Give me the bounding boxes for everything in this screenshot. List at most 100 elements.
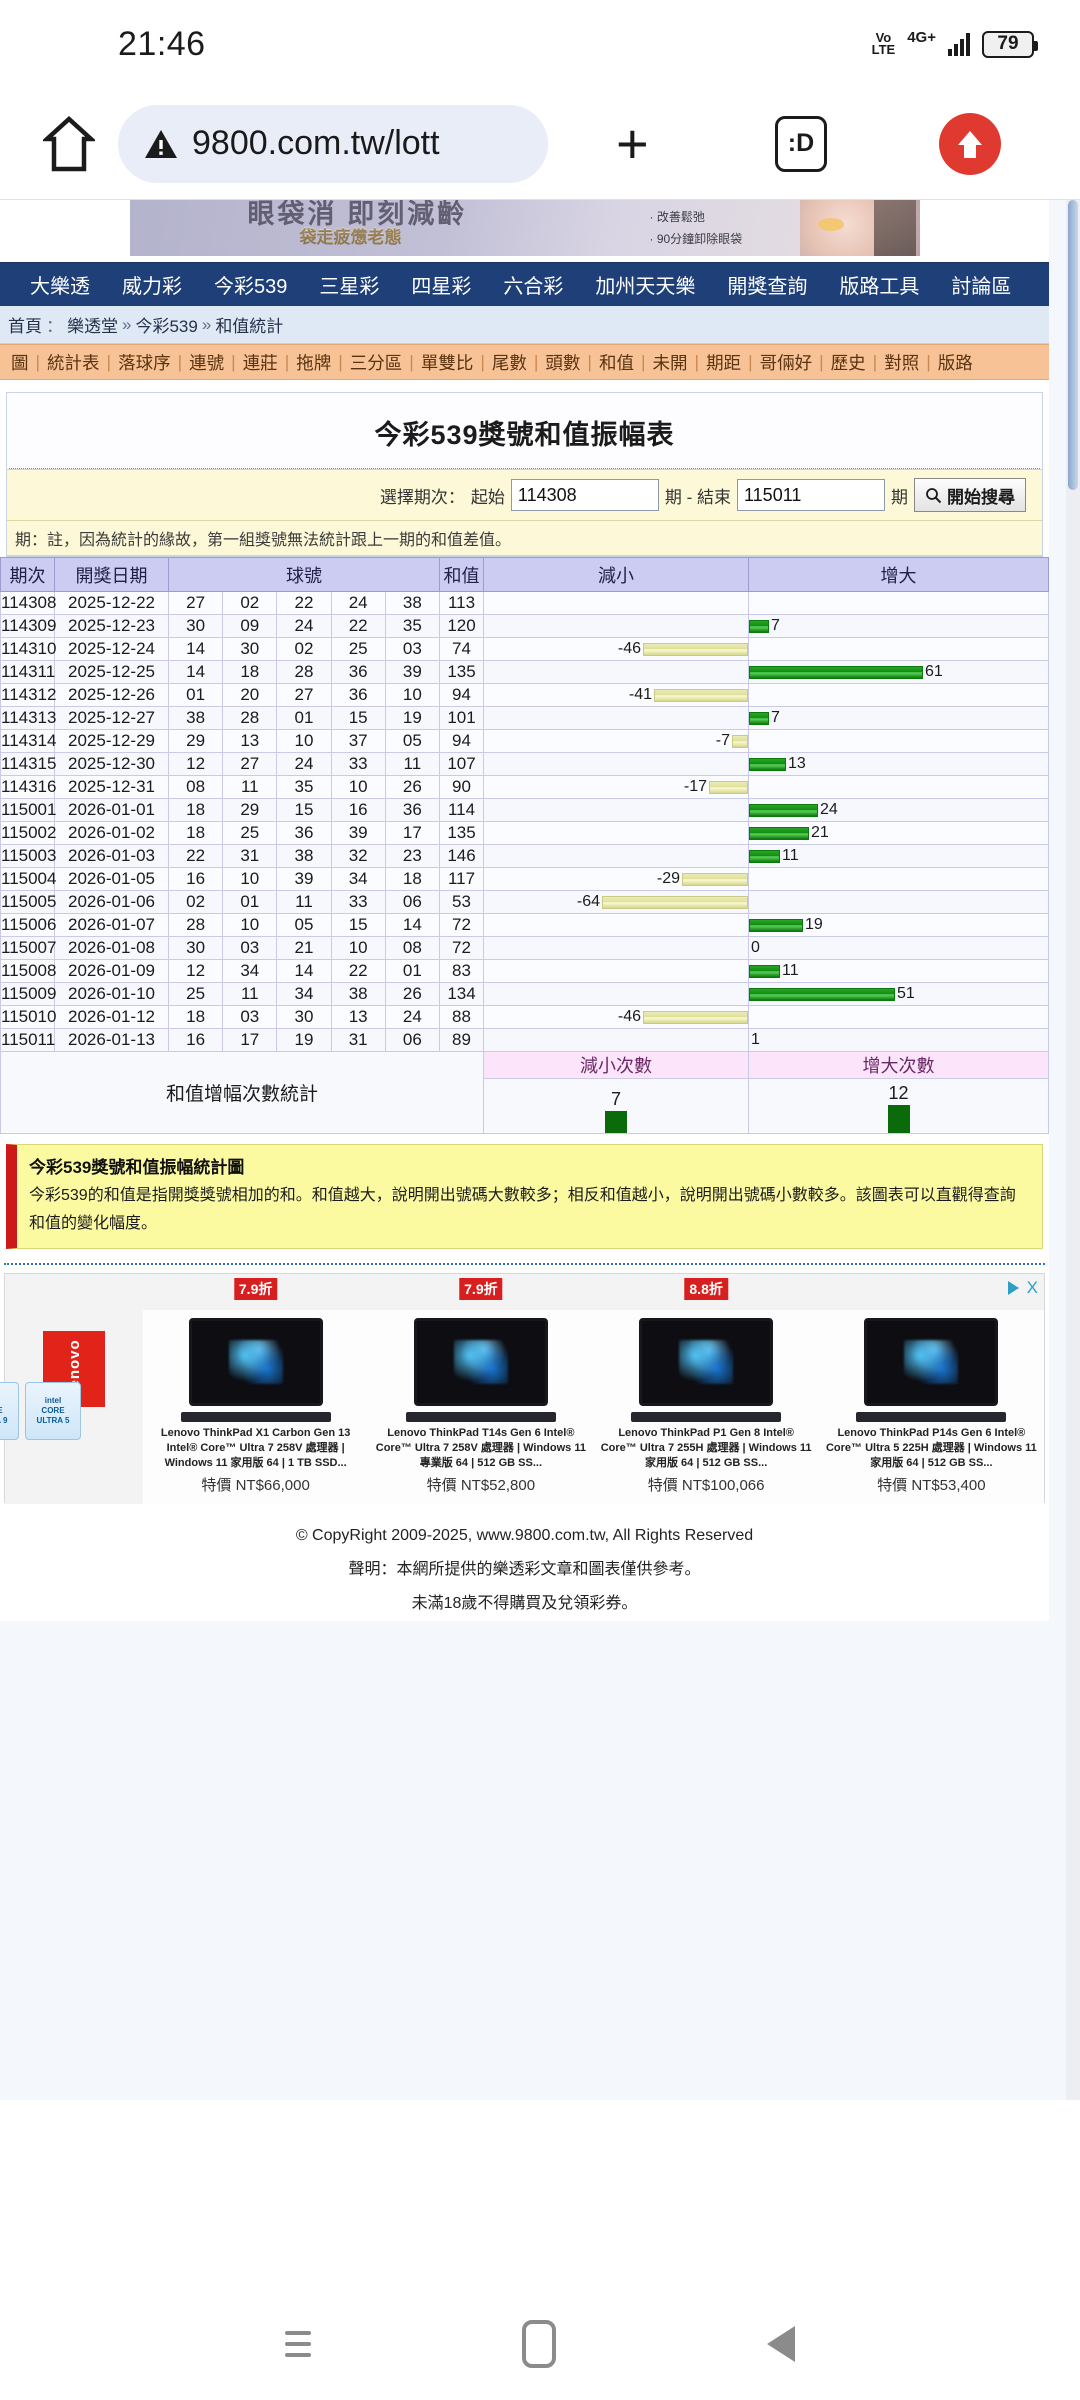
subnav-item-14[interactable]: 歷史	[830, 352, 866, 373]
start-search-button[interactable]: 開始搜尋	[914, 478, 1026, 512]
ad-discount-badge: 7.9折	[459, 1278, 503, 1300]
status-clock: 21:46	[118, 24, 206, 63]
cell-ball-5: 24	[384, 1005, 441, 1029]
cell-ball-4: 36	[330, 660, 386, 684]
start-issue-input[interactable]	[510, 479, 659, 511]
ad-card[interactable]: Lenovo ThinkPad T14s Gen 6 Intel® Core™ …	[368, 1310, 594, 1504]
close-ad-icon[interactable]: X	[1026, 1278, 1038, 1297]
subnav-item-7[interactable]: 單雙比	[420, 352, 474, 373]
subnav-item-9[interactable]: 頭數	[545, 352, 581, 373]
breadcrumb-item-2[interactable]: 和值統計	[215, 317, 284, 336]
subnav-item-0[interactable]: 圖	[11, 352, 29, 373]
subnav-item-10[interactable]: 和值	[598, 352, 634, 373]
subnav-item-3[interactable]: 連號	[189, 352, 225, 373]
cell-increase	[748, 890, 1049, 914]
increase-value: 51	[897, 985, 915, 1002]
home-button-nav[interactable]	[521, 2320, 556, 2368]
subnav-item-4[interactable]: 連莊	[242, 352, 278, 373]
ad-item[interactable]: 7.9折 Lenovo ThinkPad T14s Gen 6 Intel® C…	[368, 1274, 594, 1504]
cell-decrease	[483, 913, 749, 937]
ad-controls[interactable]: X	[1007, 1278, 1038, 1298]
end-issue-input[interactable]	[737, 479, 885, 511]
cell-increase: 7	[748, 706, 1049, 730]
subnav-item-2[interactable]: 落球序	[118, 352, 171, 373]
home-button[interactable]	[26, 115, 112, 173]
decrease-bar	[643, 1010, 748, 1024]
vertical-scrollbar[interactable]	[1066, 200, 1080, 2100]
increase-value: 61	[925, 663, 943, 680]
volte-icon: Vo LTE	[871, 30, 896, 57]
cell-increase	[748, 775, 1049, 799]
ad-choices-icon[interactable]	[1007, 1281, 1019, 1295]
breadcrumb-item-0[interactable]: 樂透堂	[67, 317, 118, 336]
nav-item-tools[interactable]: 版路工具	[839, 276, 920, 298]
subnav-item-16[interactable]: 版路	[937, 352, 973, 373]
cell-sum: 88	[439, 1005, 484, 1029]
nav-item-jincai539[interactable]: 今彩539	[214, 276, 288, 298]
cell-increase: 7	[748, 614, 1049, 638]
table-row: 115008 2026-01-09 12 34 14 22 01 83 11	[0, 959, 1049, 983]
subnav-item-5[interactable]: 拖牌	[296, 352, 332, 373]
ad-item[interactable]: Lenovo ThinkPad P14s Gen 6 Intel® Core™ …	[818, 1274, 1044, 1504]
ad-item[interactable]: 8.8折 Lenovo ThinkPad P1 Gen 8 Intel® Cor…	[593, 1274, 819, 1504]
breadcrumb-colon: ：	[46, 317, 63, 336]
subnav-item-8[interactable]: 尾數	[491, 352, 527, 373]
back-button[interactable]	[766, 2326, 795, 2362]
increase-value: 11	[782, 847, 799, 864]
recents-button[interactable]	[285, 2324, 312, 2364]
url-bar[interactable]: 9800.com.tw/lott	[118, 104, 548, 183]
main-navigation: 大樂透 威力彩 今彩539 三星彩 四星彩 六合彩 加州天天樂 開獎查詢 版路工…	[0, 262, 1049, 306]
subnav-item-13[interactable]: 哥倆好	[759, 352, 813, 373]
nav-item-daletou[interactable]: 大樂透	[30, 276, 90, 298]
breadcrumb-item-1[interactable]: 今彩539	[135, 317, 198, 336]
cell-decrease: -17	[483, 775, 749, 799]
th-balls: 球號	[168, 557, 440, 592]
new-tab-button[interactable]: +	[548, 116, 717, 171]
sub-navigation: 圖 | 統計表 | 落球序 | 連號 | 連莊 | 拖牌 | 三分區 | 單雙比 | 尾數 | 頭數 | 和值 | 未開 | 期…	[0, 344, 1049, 380]
ad-item[interactable]: 7.9折 Lenovo ThinkPad X1 Carbon Gen 13 In…	[143, 1274, 369, 1504]
subnav-item-11[interactable]: 未開	[652, 352, 688, 373]
up-arrow-icon	[938, 112, 1001, 175]
increase-value: 21	[811, 824, 829, 841]
cell-issue: 114312	[0, 683, 56, 707]
scrollbar-thumb[interactable]	[1068, 200, 1078, 490]
ad-card[interactable]: Lenovo ThinkPad P14s Gen 6 Intel® Core™ …	[818, 1310, 1044, 1504]
scroll-to-top-button[interactable]	[885, 112, 1054, 175]
ad-card[interactable]: Lenovo ThinkPad P1 Gen 8 Intel® Core™ Ul…	[593, 1310, 819, 1504]
subnav-item-15[interactable]: 對照	[884, 352, 920, 373]
nav-item-draw-query[interactable]: 開獎查詢	[727, 276, 808, 298]
search-controls: 選擇期次： 起始 期 - 結束 期 開始搜尋	[7, 469, 1042, 521]
nav-item-liuhecai[interactable]: 六合彩	[503, 276, 564, 298]
cell-ball-3: 34	[276, 982, 332, 1006]
cell-increase	[748, 637, 1049, 661]
cell-increase: 21	[748, 821, 1049, 845]
subnav-item-6[interactable]: 三分區	[349, 352, 403, 373]
table-header-row: 期次 開獎日期 球號 和值 減小 增大	[0, 557, 1049, 592]
subnav-item-12[interactable]: 期距	[706, 352, 742, 373]
summary-increase-count-bar	[887, 1105, 910, 1133]
nav-item-forum[interactable]: 討論區	[951, 276, 1012, 298]
amplitude-table: 期次 開獎日期 球號 和值 減小 增大 114308 2025-12-22 27 02…	[0, 557, 1049, 1134]
subnav-separator: |	[480, 351, 485, 372]
subnav-separator: |	[533, 351, 539, 372]
cell-decrease: -41	[483, 683, 749, 707]
cell-date: 2026-01-06	[54, 890, 169, 914]
tab-switcher-button[interactable]: :D	[717, 115, 886, 172]
nav-item-sixingcai[interactable]: 四星彩	[411, 276, 472, 298]
nav-item-sanxingcai[interactable]: 三星彩	[319, 276, 380, 298]
cell-decrease	[483, 982, 749, 1006]
main-content: 今彩539獎號和值振幅表 選擇期次： 起始 期 - 結束 期 開始搜尋	[0, 392, 1049, 1621]
cell-ball-2: 20	[222, 683, 278, 707]
ad-card[interactable]: Lenovo ThinkPad X1 Carbon Gen 13 Intel® …	[143, 1310, 369, 1504]
table-row: 115011 2026-01-13 16 17 19 31 06 89 1	[0, 1028, 1049, 1052]
top-banner-ad[interactable]: 眼袋消 即刻減齡 袋走疲憊老態 · 改善鬆弛 · 90分鐘卸除眼袋	[0, 200, 1049, 262]
nav-item-california[interactable]: 加州天天樂	[595, 276, 696, 298]
nav-item-weilicai[interactable]: 威力彩	[122, 276, 182, 298]
cell-date: 2026-01-05	[54, 867, 169, 891]
subnav-item-1[interactable]: 統計表	[47, 352, 100, 373]
increase-value: 7	[771, 709, 780, 726]
cell-increase: 61	[748, 660, 1049, 684]
cell-ball-4: 15	[330, 706, 386, 730]
